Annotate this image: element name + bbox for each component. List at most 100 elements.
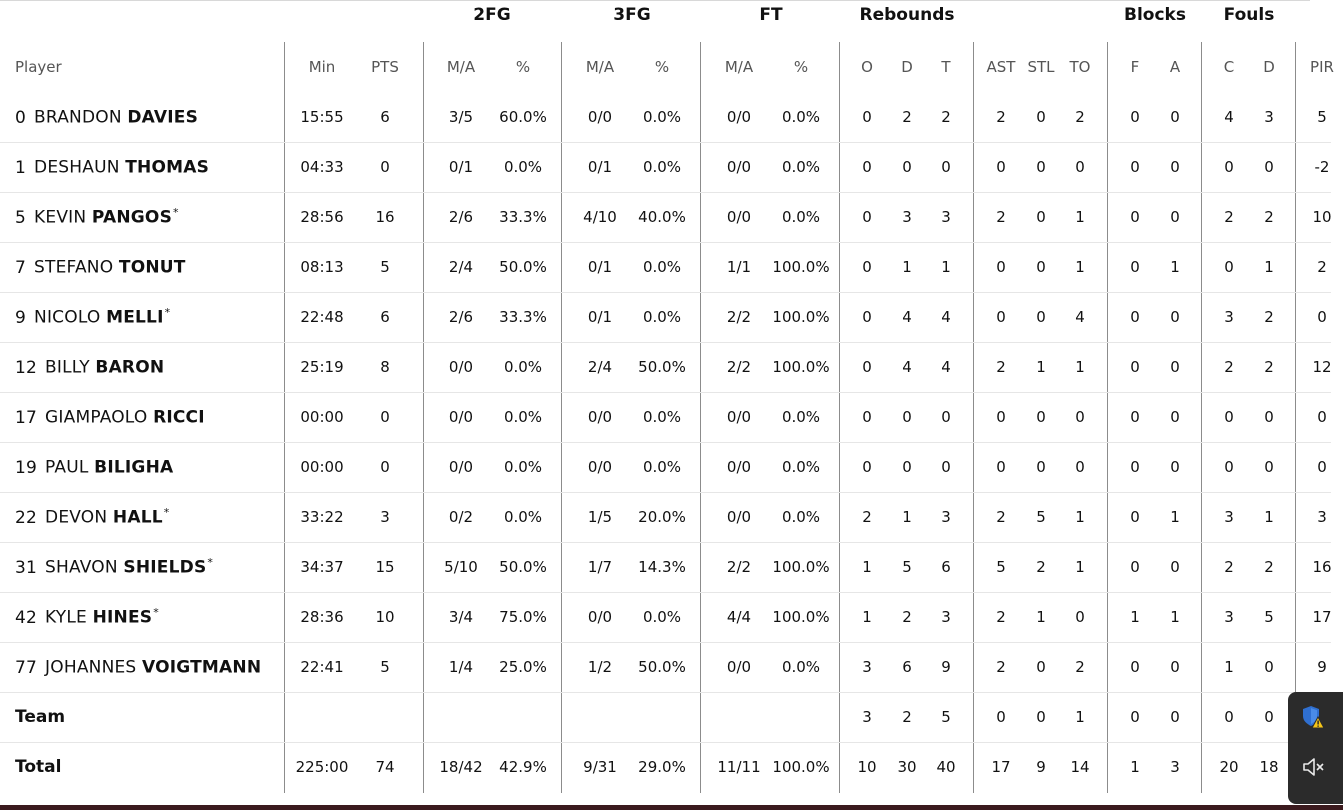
cell-ft-ma: 0/0	[726, 408, 752, 426]
security-shield-warning-icon[interactable]	[1288, 704, 1338, 730]
header-reb-o[interactable]: O	[861, 58, 873, 76]
header-reb-d[interactable]: D	[901, 58, 913, 76]
cell-ft-pct: 100.0%	[772, 558, 830, 576]
player-name-link[interactable]: 42 KYLE HINES*	[15, 606, 159, 628]
column-separator	[1295, 42, 1296, 793]
header-to[interactable]: TO	[1069, 58, 1091, 76]
cell-t: 4	[941, 358, 951, 376]
player-name-link[interactable]: 17 GIAMPAOLO RICCI	[15, 406, 206, 428]
header-foul-d[interactable]: D	[1263, 58, 1275, 76]
row-divider	[0, 442, 1331, 443]
cell-ast: 2	[996, 508, 1006, 526]
cell-foul-d: 1	[1264, 508, 1274, 526]
cell-foul-d: 0	[1264, 458, 1274, 476]
player-first-name: BRANDON	[34, 107, 122, 128]
player-name-link[interactable]: 19 PAUL BILIGHA	[15, 456, 174, 478]
cell-fg3-pct: 50.0%	[638, 658, 686, 676]
cell-ast: 0	[996, 308, 1006, 326]
cell-to: 4	[1075, 308, 1085, 326]
cell-o: 0	[862, 208, 872, 226]
cell-o: 0	[862, 158, 872, 176]
header-min[interactable]: Min	[308, 58, 336, 76]
cell-min: 08:13	[300, 258, 344, 276]
cell-ft-ma: 2/2	[726, 308, 752, 326]
player-last-name: BARON	[95, 357, 165, 378]
cell-blk-f: 0	[1130, 108, 1140, 126]
cell-stl: 5	[1036, 508, 1046, 526]
cell-foul-c: 3	[1224, 508, 1234, 526]
cell-pir: 0	[1317, 458, 1327, 476]
player-name-link[interactable]: 9 NICOLO MELLI*	[15, 306, 170, 328]
cell-foul-c: 2	[1224, 358, 1234, 376]
cell-stl: 0	[1036, 258, 1046, 276]
cell-pts: 0	[380, 158, 390, 176]
cell-foul-c: 4	[1224, 108, 1234, 126]
cell-blk-f: 0	[1130, 658, 1140, 676]
player-name-link[interactable]: 77 JOHANNES VOIGTMANN	[15, 656, 262, 678]
cell-blk-f: 0	[1130, 558, 1140, 576]
player-name-link[interactable]: 7 STEFANO TONUT	[15, 256, 187, 278]
cell-to: 1	[1075, 558, 1085, 576]
header-3fg-ma[interactable]: M/A	[585, 58, 615, 76]
speaker-muted-icon[interactable]	[1288, 754, 1338, 780]
player-number: 31	[15, 557, 38, 578]
player-name-link[interactable]: 22 DEVON HALL*	[15, 506, 169, 528]
cell-fg3-pct: 20.0%	[638, 508, 686, 526]
cell-fg3-ma: 0/1	[587, 158, 613, 176]
cell-to: 2	[1075, 658, 1085, 676]
header-foul-c[interactable]: C	[1223, 58, 1235, 76]
cell-foul-d: 2	[1264, 358, 1274, 376]
player-name-link[interactable]: 0 BRANDON DAVIES	[15, 106, 199, 128]
player-name-link[interactable]: 31 SHAVON SHIELDS*	[15, 556, 213, 578]
header-ft-ma[interactable]: M/A	[724, 58, 754, 76]
taskbar-edge	[0, 805, 1343, 810]
cell-blk-f: 0	[1130, 708, 1140, 726]
cell-foul-d: 0	[1264, 408, 1274, 426]
player-first-name: KYLE	[45, 607, 87, 628]
header-reb-t[interactable]: T	[941, 58, 951, 76]
player-name-link[interactable]: 12 BILLY BARON	[15, 356, 165, 378]
cell-fg2-ma: 18/42	[439, 758, 483, 776]
cell-o: 3	[862, 708, 872, 726]
header-blk-a[interactable]: A	[1169, 58, 1181, 76]
cell-pir: 12	[1312, 358, 1332, 376]
cell-min: 22:41	[300, 658, 344, 676]
player-last-name: HINES	[92, 607, 153, 628]
cell-min: 22:48	[300, 308, 344, 326]
cell-ft-pct: 100.0%	[772, 358, 830, 376]
cell-o: 0	[862, 308, 872, 326]
cell-fg3-pct: 0.0%	[642, 408, 682, 426]
group-ft: FT	[759, 5, 783, 25]
cell-fg2-pct: 33.3%	[499, 208, 547, 226]
cell-ft-ma: 0/0	[726, 458, 752, 476]
cell-fg2-ma: 1/4	[448, 658, 474, 676]
player-name-link[interactable]: 1 DESHAUN THOMAS	[15, 156, 210, 178]
cell-foul-c: 3	[1224, 308, 1234, 326]
cell-fg3-ma: 1/7	[587, 558, 613, 576]
cell-fg2-pct: 60.0%	[499, 108, 547, 126]
header-player[interactable]: Player	[15, 58, 62, 76]
cell-fg2-pct: 0.0%	[503, 158, 543, 176]
header-3fg-pct[interactable]: %	[654, 58, 670, 76]
cell-to: 0	[1075, 458, 1085, 476]
cell-fg3-pct: 0.0%	[642, 458, 682, 476]
player-name-link[interactable]: 5 KEVIN PANGOS*	[15, 206, 179, 228]
player-number: 19	[15, 457, 38, 478]
header-stl[interactable]: STL	[1027, 58, 1055, 76]
row-divider	[0, 542, 1331, 543]
cell-pir: 9	[1317, 658, 1327, 676]
header-2fg-ma[interactable]: M/A	[446, 58, 476, 76]
header-pir[interactable]: PIR	[1310, 58, 1334, 76]
header-ast[interactable]: AST	[986, 58, 1016, 76]
cell-ft-ma: 0/0	[726, 208, 752, 226]
header-2fg-pct[interactable]: %	[515, 58, 531, 76]
header-pts[interactable]: PTS	[371, 58, 399, 76]
header-blk-f[interactable]: F	[1130, 58, 1140, 76]
cell-fg2-pct: 0.0%	[503, 408, 543, 426]
player-number: 5	[15, 207, 27, 228]
cell-min: 25:19	[300, 358, 344, 376]
cell-fg3-pct: 0.0%	[642, 258, 682, 276]
cell-blk-f: 1	[1130, 608, 1140, 626]
cell-blk-a: 0	[1170, 208, 1180, 226]
header-ft-pct[interactable]: %	[793, 58, 809, 76]
